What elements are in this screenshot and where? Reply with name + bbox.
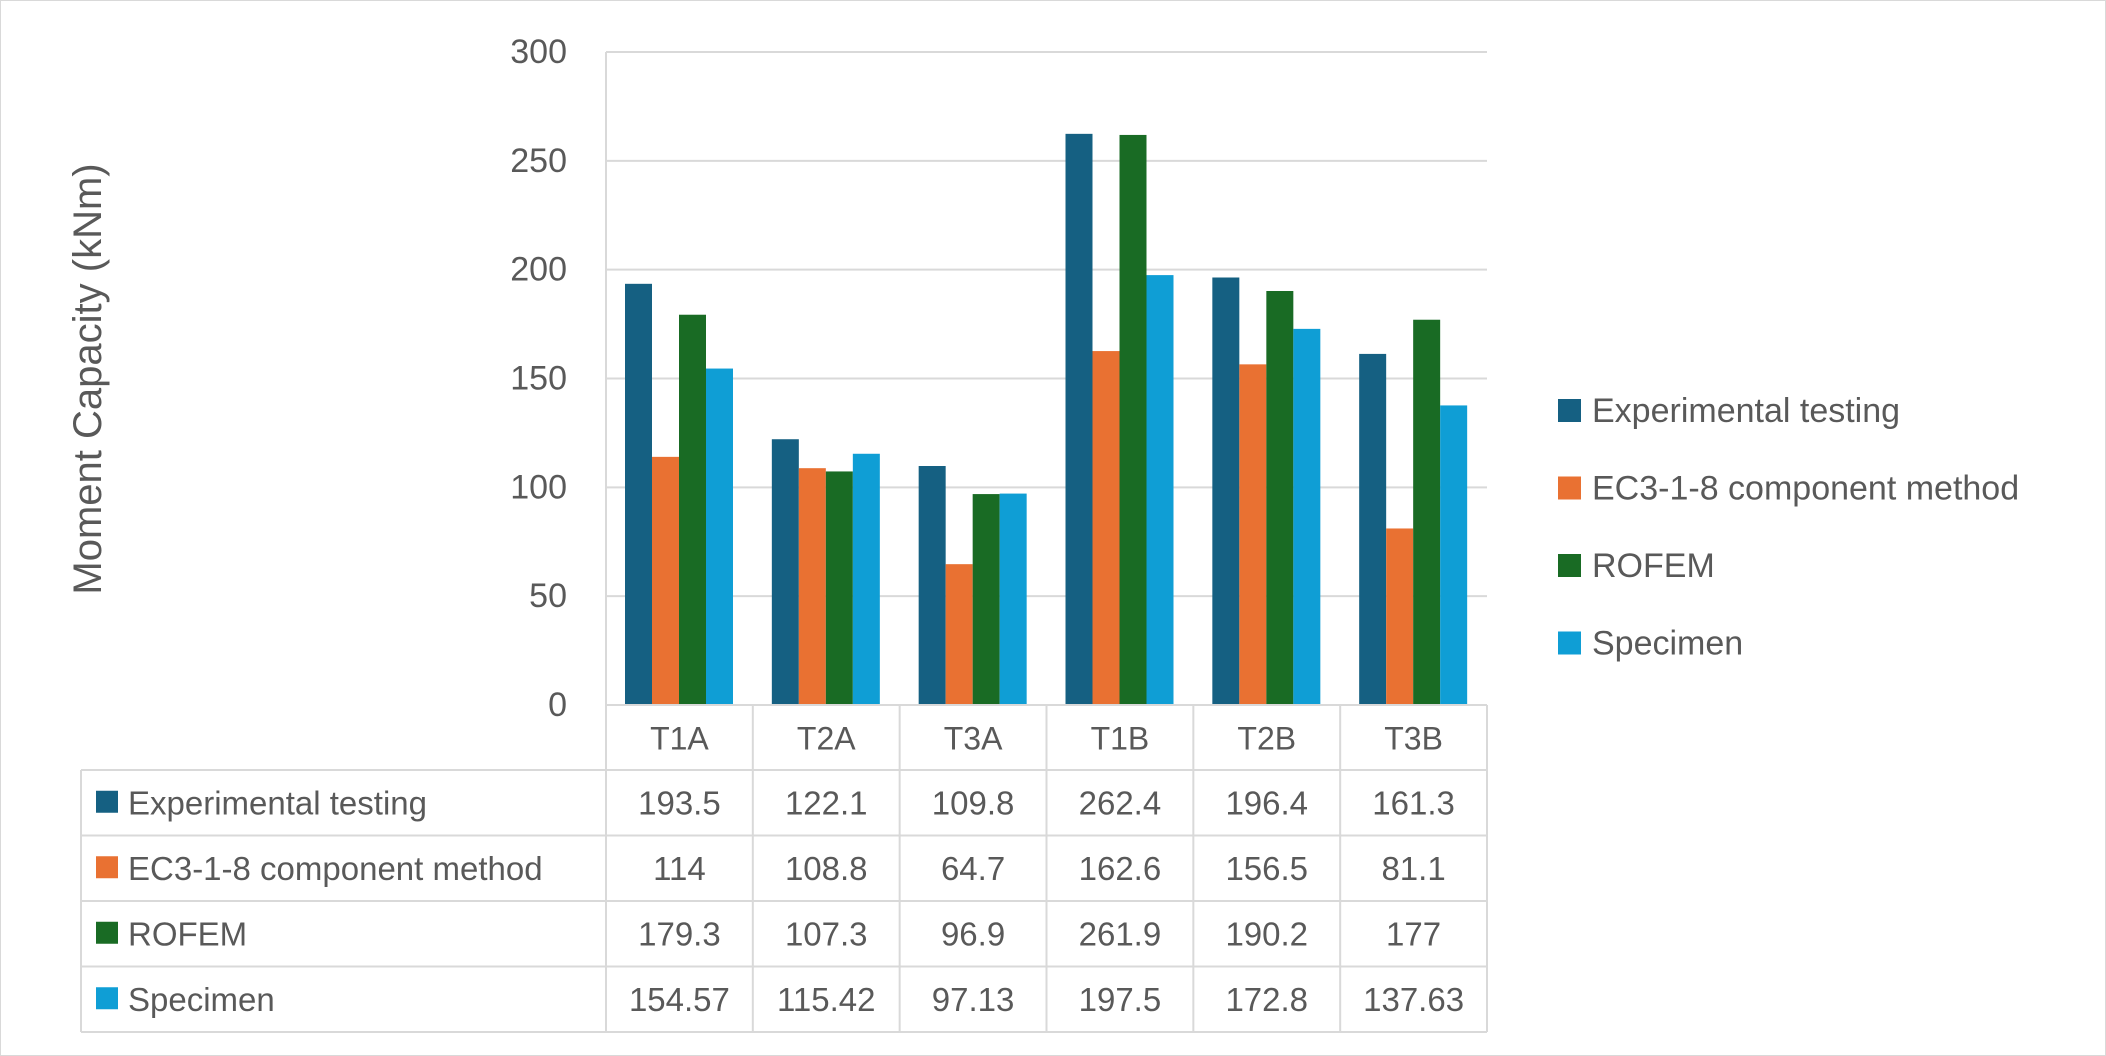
bar-T3B-series-2 [1386,528,1414,705]
table-cell-value: 114 [653,850,706,887]
table-cell-value: 172.8 [1225,981,1308,1018]
legend-item-label: Experimental testing [1592,392,1900,430]
table-cell-value: 107.3 [785,915,868,952]
bar-T2A-series-2 [798,468,826,705]
table-cell-value: 177 [1386,915,1441,952]
y-tick-label: 150 [510,360,567,398]
x-tick-label: T2B [1237,721,1296,757]
table-cell-value: 64.7 [941,850,1005,887]
bar-T2B-series-2 [1239,364,1267,705]
table-cell-value: 137.63 [1363,981,1464,1018]
table-cell-value: 162.6 [1079,850,1162,887]
bar-T3A-series-3 [972,494,1000,705]
table-cell-value: 115.42 [777,981,875,1018]
table-cell-value: 156.5 [1225,850,1308,887]
legend-swatch [1558,399,1581,422]
table-legend-key [96,790,118,813]
legend: Experimental testing EC3-1-8 component me… [1558,392,2019,663]
table-row-label: Specimen [128,981,275,1018]
table-cell-value: 154.57 [629,981,730,1018]
table-row-label: ROFEM [128,915,247,952]
bar-T1B-series-1 [1065,133,1093,706]
bar-T2A-series-4 [852,453,880,705]
legend-item-label: Specimen [1592,625,1743,663]
x-tick-label: T1B [1091,721,1150,757]
legend-swatch [1558,554,1581,577]
table-cell-value: 96.9 [941,915,1005,952]
x-tick-label: T3B [1384,721,1443,757]
table-cell-value: 197.5 [1079,981,1162,1018]
bar-T1A-series-4 [706,368,733,705]
bar-T2B-series-4 [1293,328,1321,705]
table-legend-key [96,987,118,1010]
y-tick-label: 50 [529,577,567,615]
bar-T2B-series-1 [1212,277,1240,705]
bar-T2A-series-1 [771,439,799,705]
x-tick-label: T2A [797,721,856,757]
bars [625,133,1468,706]
table-legend-key [96,856,118,879]
bar-T1A-series-3 [679,314,706,705]
legend-swatch [1558,476,1581,500]
table-cell-value: 179.3 [638,915,721,952]
table-cell-value: 161.3 [1372,784,1455,821]
table-cell-value: 193.5 [638,784,721,821]
x-tick-label: T3A [944,721,1003,757]
table-row-label: Experimental testing [128,784,427,821]
bar-T1B-series-3 [1119,134,1147,705]
bar-T3A-series-2 [945,564,973,705]
bar-T1B-series-4 [1146,275,1174,705]
y-tick-label: 250 [510,142,567,180]
y-tick-label: 300 [510,33,567,71]
y-tick-label: 0 [548,686,567,724]
table-cell-value: 122.1 [785,784,868,821]
table-legend-key [96,921,118,944]
bar-T1A-series-2 [652,456,679,705]
table-cell-value: 108.8 [785,850,868,887]
table-cell-value: 97.13 [932,981,1015,1018]
table-row-label: EC3-1-8 component method [128,850,543,887]
table-cell-value: 109.8 [932,784,1015,821]
y-axis-title: Moment Capacity (kNm) [66,163,110,594]
gridlines [605,51,1487,705]
bar-T3A-series-4 [999,493,1027,705]
bar-T3A-series-1 [918,466,946,705]
table-cell-value: 81.1 [1381,850,1445,887]
legend-item-label: ROFEM [1592,547,1715,585]
x-tick-label: T1A [650,721,709,757]
bar-T1B-series-2 [1092,351,1120,705]
bar-T3B-series-4 [1440,405,1468,705]
bar-T1A-series-1 [625,283,652,705]
table-cell-value: 196.4 [1225,784,1308,821]
data-table: T1A T2A T3A T1B T2B T3B Experimental testing 19… [80,704,1488,1033]
legend-swatch [1558,631,1581,655]
y-tick-label: 200 [510,251,567,289]
y-tick-label: 100 [510,468,567,506]
table-cell-value: 190.2 [1225,915,1308,952]
bar-T2A-series-3 [825,471,853,705]
table-cell-value: 261.9 [1079,915,1162,952]
legend-item-label: EC3-1-8 component method [1592,470,2019,508]
bar-T2B-series-3 [1266,290,1294,705]
bar-T3B-series-1 [1359,353,1387,705]
y-axis-ticks: 0 50 100 150 200 250 300 [510,33,567,724]
bar-T3B-series-3 [1413,319,1441,705]
table-cell-value: 262.4 [1079,784,1162,821]
